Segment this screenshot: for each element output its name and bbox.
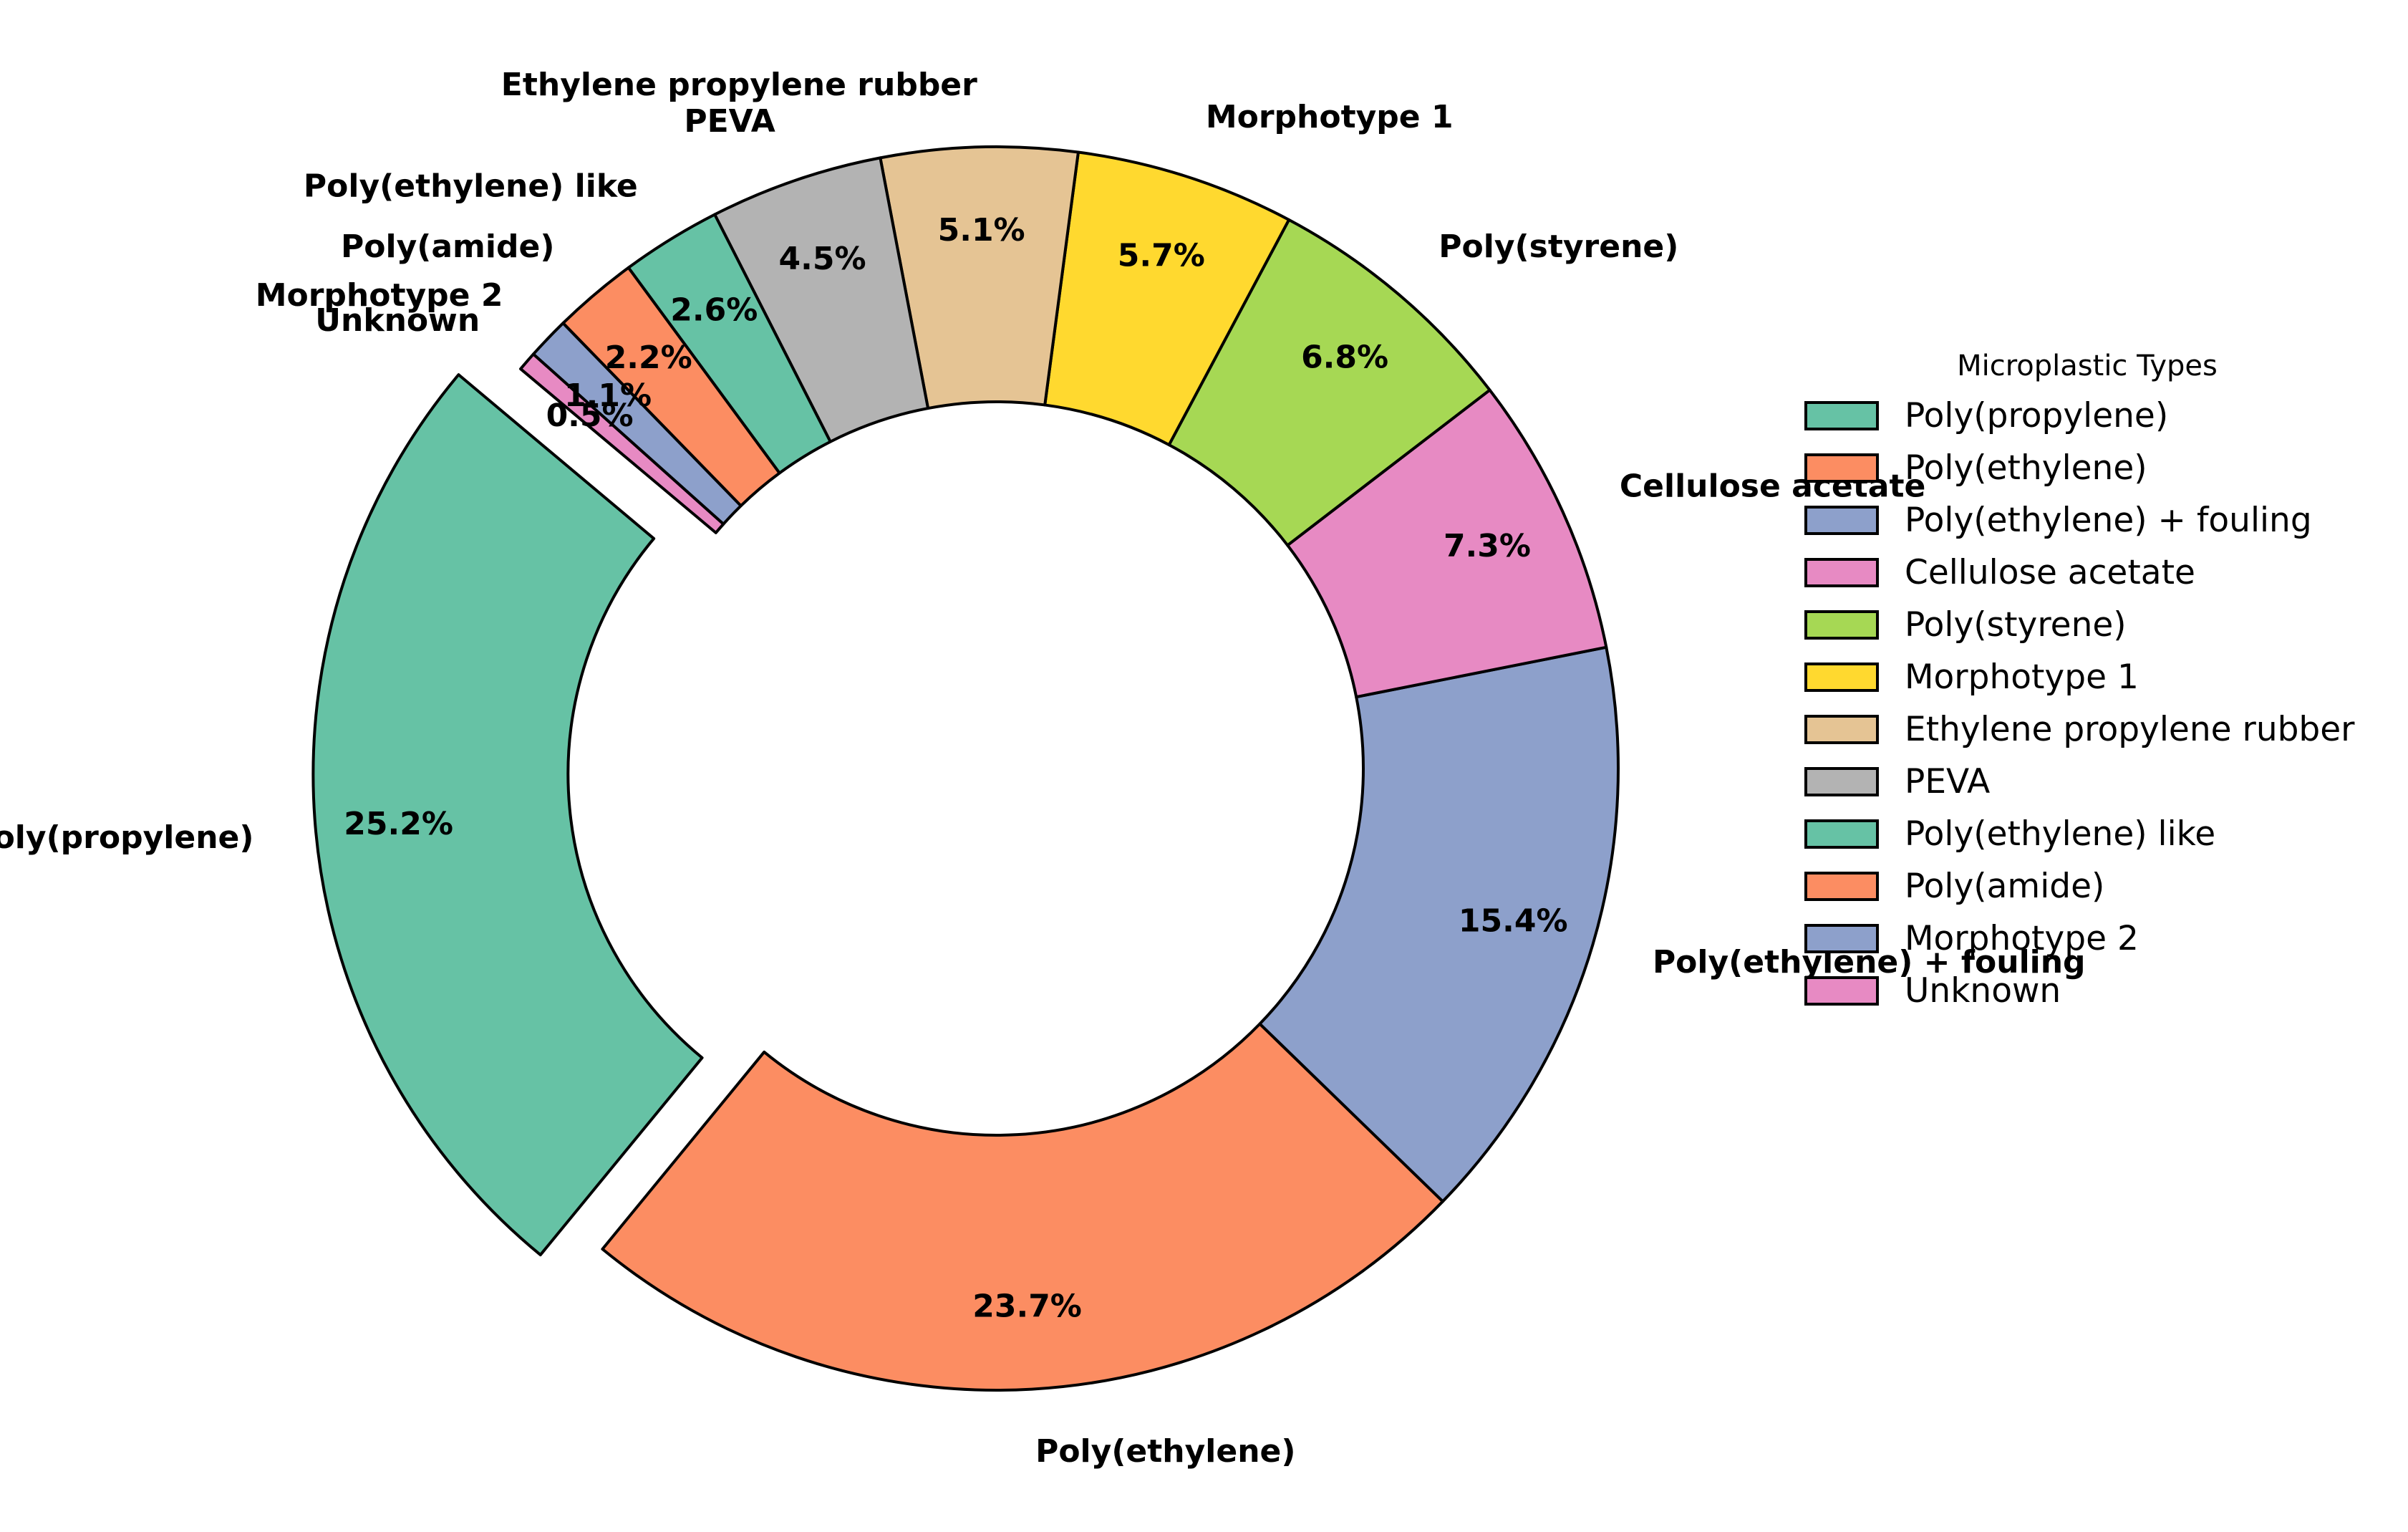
legend-label-poly-styrene: Poly(styrene) [1905, 605, 2127, 645]
legend-label-poly-ethylene-fouling: Poly(ethylene) + fouling [1905, 501, 2312, 540]
percent-label-poly-styrene: 6.8% [1301, 339, 1388, 376]
category-label-peva: PEVA [684, 103, 775, 140]
legend-swatch-poly-amide [1804, 872, 1879, 901]
legend-swatch-ethylene-propylene-rubber [1804, 715, 1879, 744]
legend-swatch-poly-ethylene-like [1804, 819, 1879, 849]
legend-label-peva: PEVA [1905, 762, 1990, 801]
category-label-poly-ethylene-like: Poly(ethylene) like [304, 168, 638, 205]
percent-label-poly-ethylene-fouling: 15.4% [1459, 902, 1568, 939]
legend-label-poly-propylene: Poly(propylene) [1905, 396, 2168, 435]
category-label-morphotype-2: Morphotype 2 [256, 277, 503, 314]
category-label-poly-propylene: Poly(propylene) [0, 819, 253, 856]
slice-poly-ethylene-fouling [1258, 645, 1620, 1203]
legend-swatch-cellulose-acetate [1804, 558, 1879, 587]
legend-label-ethylene-propylene-rubber: Ethylene propylene rubber [1905, 710, 2355, 749]
legend-swatch-morphotype-1 [1804, 663, 1879, 692]
legend-label-poly-ethylene: Poly(ethylene) [1905, 448, 2147, 488]
legend-swatch-poly-ethylene [1804, 453, 1879, 483]
legend-swatch-morphotype-2 [1804, 924, 1879, 953]
percent-label-cellulose-acetate: 7.3% [1444, 528, 1531, 564]
category-label-cellulose-acetate: Cellulose acetate [1620, 468, 1926, 504]
category-label-poly-styrene: Poly(styrene) [1438, 228, 1678, 265]
percent-label-poly-ethylene: 23.7% [972, 1288, 1082, 1324]
legend-swatch-unknown [1804, 976, 1879, 1006]
slice-poly-ethylene [601, 1022, 1444, 1392]
percent-labels-group: 25.2% 23.7% 15.4% 7.3% 6.8% 5.7% 5.1% 4.5% 2.6% 2… [344, 212, 1567, 1324]
percent-label-morphotype-1: 5.7% [1118, 237, 1205, 274]
slice-unknown [519, 352, 725, 534]
legend-swatch-poly-propylene [1804, 401, 1879, 430]
category-label-ethylene-propylene-rubber: Ethylene propylene rubber [501, 67, 977, 103]
legend-title: Microplastic Types [1957, 350, 2218, 382]
category-label-poly-ethylene: Poly(ethylene) [1035, 1433, 1295, 1470]
legend-label-morphotype-2: Morphotype 2 [1905, 919, 2139, 958]
percent-label-poly-amide: 2.2% [605, 339, 692, 376]
category-label-morphotype-1: Morphotype 1 [1206, 99, 1454, 135]
category-label-unknown: Unknown [315, 302, 480, 339]
percent-label-ethylene-propylene-rubber: 5.1% [938, 212, 1025, 249]
percent-label-peva: 4.5% [779, 241, 866, 277]
legend-swatch-peva [1804, 767, 1879, 796]
legend-label-unknown: Unknown [1905, 971, 2061, 1011]
category-label-poly-amide: Poly(amide) [341, 228, 554, 265]
percent-label-poly-ethylene-like: 2.6% [670, 292, 758, 328]
slice-poly-propylene [311, 373, 704, 1257]
percent-label-unknown: 0.5% [546, 398, 634, 434]
slices-group [311, 145, 1620, 1392]
percent-label-poly-propylene: 25.2% [344, 806, 453, 842]
legend-label-poly-ethylene-like: Poly(ethylene) like [1905, 814, 2215, 854]
legend-swatch-poly-ethylene-fouling [1804, 506, 1879, 535]
legend-swatch-poly-styrene [1804, 610, 1879, 640]
legend-label-poly-amide: Poly(amide) [1905, 867, 2104, 906]
legend: Microplastic Types Poly(propylene) Poly(e… [1804, 350, 2355, 1011]
percent-label-morphotype-2: 1.1% [564, 377, 652, 414]
legend-label-morphotype-1: Morphotype 1 [1905, 657, 2139, 697]
legend-label-cellulose-acetate: Cellulose acetate [1905, 553, 2195, 592]
legend-items: Poly(propylene) Poly(ethylene) Poly(ethyle… [1804, 396, 2355, 1011]
